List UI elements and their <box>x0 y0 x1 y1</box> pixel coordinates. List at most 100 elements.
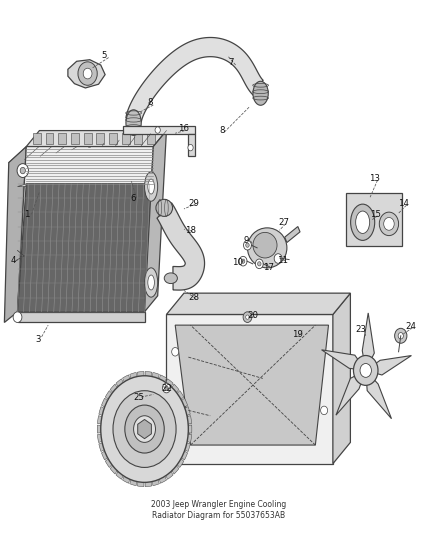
Wedge shape <box>130 429 145 486</box>
Ellipse shape <box>145 172 158 201</box>
Wedge shape <box>110 429 145 474</box>
Circle shape <box>125 405 164 453</box>
Polygon shape <box>18 184 153 312</box>
Ellipse shape <box>145 268 158 297</box>
Wedge shape <box>102 429 145 460</box>
Text: 25: 25 <box>133 393 144 401</box>
Text: 22: 22 <box>162 384 173 392</box>
Circle shape <box>113 391 176 467</box>
Circle shape <box>155 127 160 133</box>
Wedge shape <box>145 429 166 483</box>
Polygon shape <box>68 60 105 88</box>
Circle shape <box>172 348 179 356</box>
Polygon shape <box>336 370 366 415</box>
Polygon shape <box>166 293 350 314</box>
Ellipse shape <box>253 232 277 258</box>
Circle shape <box>379 212 399 236</box>
Polygon shape <box>175 325 328 445</box>
Text: 27: 27 <box>278 219 290 227</box>
Polygon shape <box>58 133 66 144</box>
Wedge shape <box>145 372 152 429</box>
Polygon shape <box>123 126 195 134</box>
Text: 4: 4 <box>11 256 16 264</box>
Polygon shape <box>46 133 53 144</box>
Ellipse shape <box>148 275 154 290</box>
Wedge shape <box>145 429 184 467</box>
Circle shape <box>398 333 403 339</box>
Polygon shape <box>26 131 166 147</box>
Ellipse shape <box>350 204 375 240</box>
Wedge shape <box>105 429 145 467</box>
Polygon shape <box>84 133 92 144</box>
Circle shape <box>246 243 249 247</box>
Wedge shape <box>145 425 192 433</box>
Circle shape <box>274 254 282 263</box>
Text: 19: 19 <box>292 330 302 339</box>
Wedge shape <box>97 425 145 433</box>
Text: 8: 8 <box>220 126 225 135</box>
Circle shape <box>255 259 263 269</box>
Wedge shape <box>138 429 145 487</box>
Text: 10: 10 <box>232 258 243 266</box>
Text: 8: 8 <box>147 99 152 107</box>
Circle shape <box>101 376 188 482</box>
Circle shape <box>258 262 261 266</box>
Wedge shape <box>145 407 190 429</box>
Wedge shape <box>145 429 192 442</box>
Wedge shape <box>145 375 166 429</box>
Ellipse shape <box>126 110 141 135</box>
Text: 15: 15 <box>370 210 381 219</box>
Circle shape <box>17 164 28 177</box>
Ellipse shape <box>247 228 287 268</box>
Circle shape <box>244 240 251 250</box>
Wedge shape <box>138 372 145 429</box>
Circle shape <box>321 406 328 415</box>
Polygon shape <box>134 133 142 144</box>
Wedge shape <box>99 429 145 451</box>
Circle shape <box>172 406 179 415</box>
Text: 6: 6 <box>131 194 136 203</box>
Text: 9: 9 <box>244 237 249 245</box>
Wedge shape <box>145 391 184 429</box>
Wedge shape <box>99 407 145 429</box>
FancyBboxPatch shape <box>346 193 402 246</box>
Polygon shape <box>18 147 153 312</box>
Polygon shape <box>4 147 26 322</box>
Text: 16: 16 <box>177 125 189 133</box>
Wedge shape <box>145 429 187 460</box>
Wedge shape <box>145 398 187 429</box>
Text: 23: 23 <box>356 325 367 334</box>
Text: 18: 18 <box>185 226 196 235</box>
Ellipse shape <box>253 82 268 106</box>
Circle shape <box>188 144 193 151</box>
Circle shape <box>134 416 155 442</box>
Wedge shape <box>130 373 145 429</box>
Polygon shape <box>366 370 392 419</box>
Circle shape <box>78 62 97 85</box>
Wedge shape <box>145 416 192 429</box>
Circle shape <box>162 383 170 393</box>
Ellipse shape <box>156 199 173 216</box>
Wedge shape <box>145 429 159 486</box>
Wedge shape <box>116 379 145 429</box>
Wedge shape <box>116 429 145 479</box>
Text: 29: 29 <box>188 199 199 208</box>
Ellipse shape <box>164 273 177 284</box>
Wedge shape <box>97 429 145 442</box>
Polygon shape <box>18 184 153 187</box>
Wedge shape <box>123 375 145 429</box>
Polygon shape <box>71 133 79 144</box>
Circle shape <box>83 68 92 79</box>
Circle shape <box>353 356 378 385</box>
Text: 1: 1 <box>25 210 30 219</box>
Polygon shape <box>109 133 117 144</box>
Polygon shape <box>157 203 205 290</box>
Text: 5: 5 <box>102 52 107 60</box>
Ellipse shape <box>148 179 154 194</box>
Text: 11: 11 <box>277 256 288 264</box>
Polygon shape <box>362 313 374 370</box>
Text: 28: 28 <box>188 293 200 302</box>
Polygon shape <box>145 131 166 312</box>
Circle shape <box>384 217 394 230</box>
Wedge shape <box>145 384 179 429</box>
